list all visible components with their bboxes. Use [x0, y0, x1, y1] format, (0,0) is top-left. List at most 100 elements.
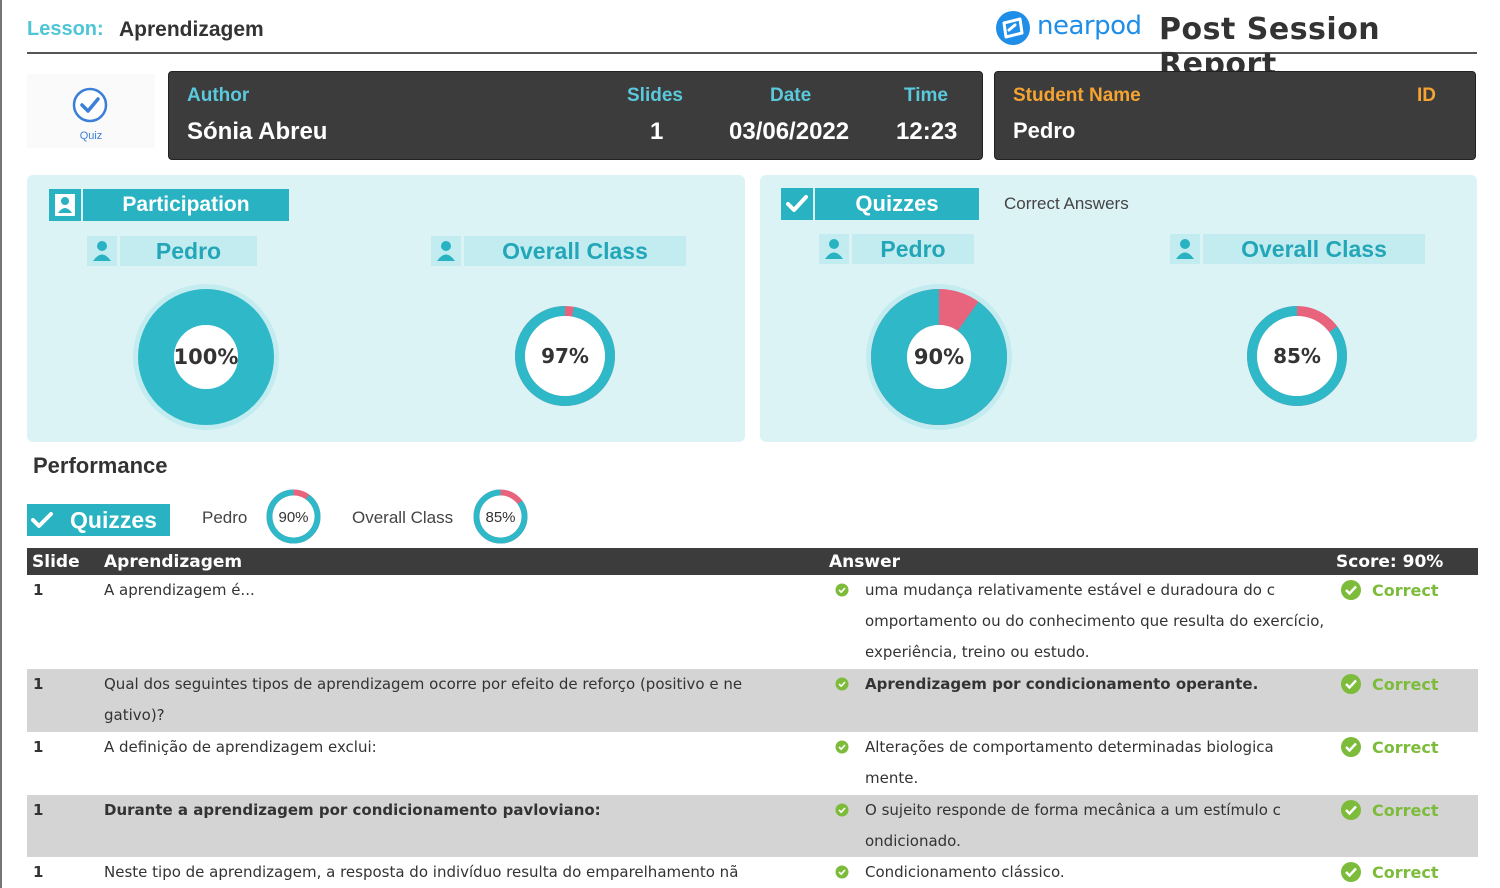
participation-class-label: Overall Class	[464, 236, 686, 266]
row-answer-line: mente.	[865, 769, 919, 787]
student-name-value: Pedro	[1013, 118, 1076, 143]
author-label: Author	[187, 85, 250, 106]
donut-value-arc	[266, 489, 321, 544]
performance-quizzes-label: Quizzes	[57, 504, 170, 536]
correct-dot-icon	[835, 803, 849, 817]
performance-class-donut: 85%	[473, 489, 528, 544]
quizzes-panel: Quizzes Correct Answers Pedro Overall Cl…	[760, 175, 1477, 442]
person-icon	[819, 234, 849, 264]
author-value: Sónia Abreu	[187, 118, 328, 145]
correct-check-icon	[1341, 580, 1361, 600]
slides-value: 1	[650, 118, 664, 145]
row-question: Qual dos seguintes tipos de aprendizagem…	[104, 675, 743, 693]
id-label: ID	[1417, 85, 1436, 106]
row-question: Durante a aprendizagem por condicionamen…	[104, 801, 601, 819]
row-answer-line: Aprendizagem por condicionamento operant…	[865, 675, 1259, 693]
session-info-bar: Author Sónia Abreu Slides 1 Date 03/06/2…	[168, 71, 983, 160]
participation-student-donut: 100%	[133, 284, 279, 430]
table-row: 1 A definição de aprendizagem exclui: Al…	[27, 732, 1478, 795]
student-info-bar: Student Name Pedro ID	[994, 71, 1476, 160]
correct-dot-icon	[835, 583, 849, 597]
donut-value-arc	[473, 489, 528, 544]
participation-title: Participation	[83, 189, 289, 221]
table-row: 1 Neste tipo de aprendizagem, a resposta…	[27, 857, 1478, 888]
performance-student-label: Pedro	[202, 508, 248, 527]
person-icon	[49, 189, 81, 221]
col-question-header: Aprendizagem	[104, 552, 243, 572]
donut-value-arc	[515, 306, 615, 406]
row-question: A definição de aprendizagem exclui:	[104, 738, 377, 756]
report-header: Lesson: Aprendizagem nearpod Post Sessio…	[27, 10, 1477, 82]
person-icon	[1170, 234, 1200, 264]
quiz-badge: Quiz	[27, 74, 155, 148]
checkmark-icon	[781, 188, 813, 220]
donut-value-text: 90%	[278, 509, 308, 526]
row-answer-line: O sujeito responde de forma mecânica a u…	[865, 801, 1281, 819]
quizzes-student-label: Pedro	[852, 234, 974, 264]
time-label: Time	[904, 85, 949, 106]
performance-title: Performance	[33, 453, 168, 478]
lesson-name: Aprendizagem	[119, 18, 264, 41]
table-row: 1 Qual dos seguintes tipos de aprendizag…	[27, 669, 1478, 732]
col-slide-header: Slide	[32, 552, 80, 572]
donut-value-text: 90%	[914, 345, 964, 369]
quizzes-class-label: Overall Class	[1203, 234, 1425, 264]
table-row: 1 A aprendizagem é... uma mudança relati…	[27, 575, 1478, 669]
row-answer-line: uma mudança relativamente estável e dura…	[865, 581, 1275, 599]
row-answer-line: ondicionado.	[865, 832, 961, 850]
performance-student-donut: 90%	[266, 489, 321, 544]
row-answer-line: omportamento ou do conhecimento que resu…	[865, 612, 1325, 630]
correct-check-icon	[1341, 674, 1361, 694]
page-left-border	[0, 0, 2, 888]
donut-value-arc	[871, 289, 1007, 425]
col-score-header: Score: 90%	[1336, 552, 1444, 572]
donut-value-text: 97%	[541, 344, 589, 368]
nearpod-wordmark: nearpod	[1037, 11, 1142, 41]
participation-panel: Participation Pedro Overall Class 100% 9…	[27, 175, 745, 442]
col-answer-header: Answer	[829, 552, 900, 572]
donut-value-arc	[1247, 306, 1347, 406]
correct-dot-icon	[835, 677, 849, 691]
donut-value-text: 100%	[174, 345, 239, 369]
person-icon	[87, 236, 117, 266]
row-question: gativo)?	[104, 706, 165, 724]
student-name-label: Student Name	[1013, 85, 1141, 106]
slides-label: Slides	[627, 85, 683, 106]
quizzes-class-donut: 85%	[1247, 306, 1347, 406]
time-value: 12:23	[896, 118, 958, 145]
row-answer-line: Condicionamento clássico.	[865, 863, 1065, 881]
correct-dot-icon	[835, 865, 849, 879]
quizzes-title: Quizzes	[815, 188, 979, 220]
row-slide: 1	[33, 738, 44, 756]
participation-class-donut: 97%	[515, 306, 615, 406]
table-row: 1 Durante a aprendizagem por condicionam…	[27, 795, 1478, 857]
quizzes-subtitle: Correct Answers	[1004, 194, 1129, 213]
row-question: Neste tipo de aprendizagem, a resposta d…	[104, 863, 739, 881]
nearpod-logo-icon	[996, 11, 1030, 45]
correct-dot-icon	[835, 740, 849, 754]
row-slide: 1	[33, 801, 44, 819]
correct-check-icon	[1341, 800, 1361, 820]
quizzes-student-donut: 90%	[866, 284, 1012, 430]
row-slide: 1	[33, 675, 44, 693]
row-answer-line: experiência, treino ou estudo.	[865, 643, 1090, 661]
participation-student-label: Pedro	[120, 236, 257, 266]
correct-check-icon	[1341, 862, 1361, 882]
person-icon	[431, 236, 461, 266]
check-circle-icon	[72, 87, 108, 123]
donut-value-arc	[138, 289, 274, 425]
row-question: A aprendizagem é...	[104, 581, 255, 599]
correct-check-icon	[1341, 737, 1361, 757]
row-result: Correct	[1372, 675, 1439, 694]
donut-value-text: 85%	[1273, 344, 1321, 368]
donut-value-text: 85%	[485, 509, 515, 526]
row-result: Correct	[1372, 581, 1439, 600]
row-result: Correct	[1372, 801, 1439, 820]
performance-class-label: Overall Class	[352, 508, 454, 527]
row-slide: 1	[33, 863, 44, 881]
row-result: Correct	[1372, 738, 1439, 757]
results-table-header: Slide Aprendizagem Answer Score: 90%	[27, 548, 1478, 575]
row-answer-line: Alterações de comportamento determinadas…	[865, 738, 1274, 756]
checkmark-icon	[27, 504, 57, 536]
date-label: Date	[770, 85, 812, 106]
